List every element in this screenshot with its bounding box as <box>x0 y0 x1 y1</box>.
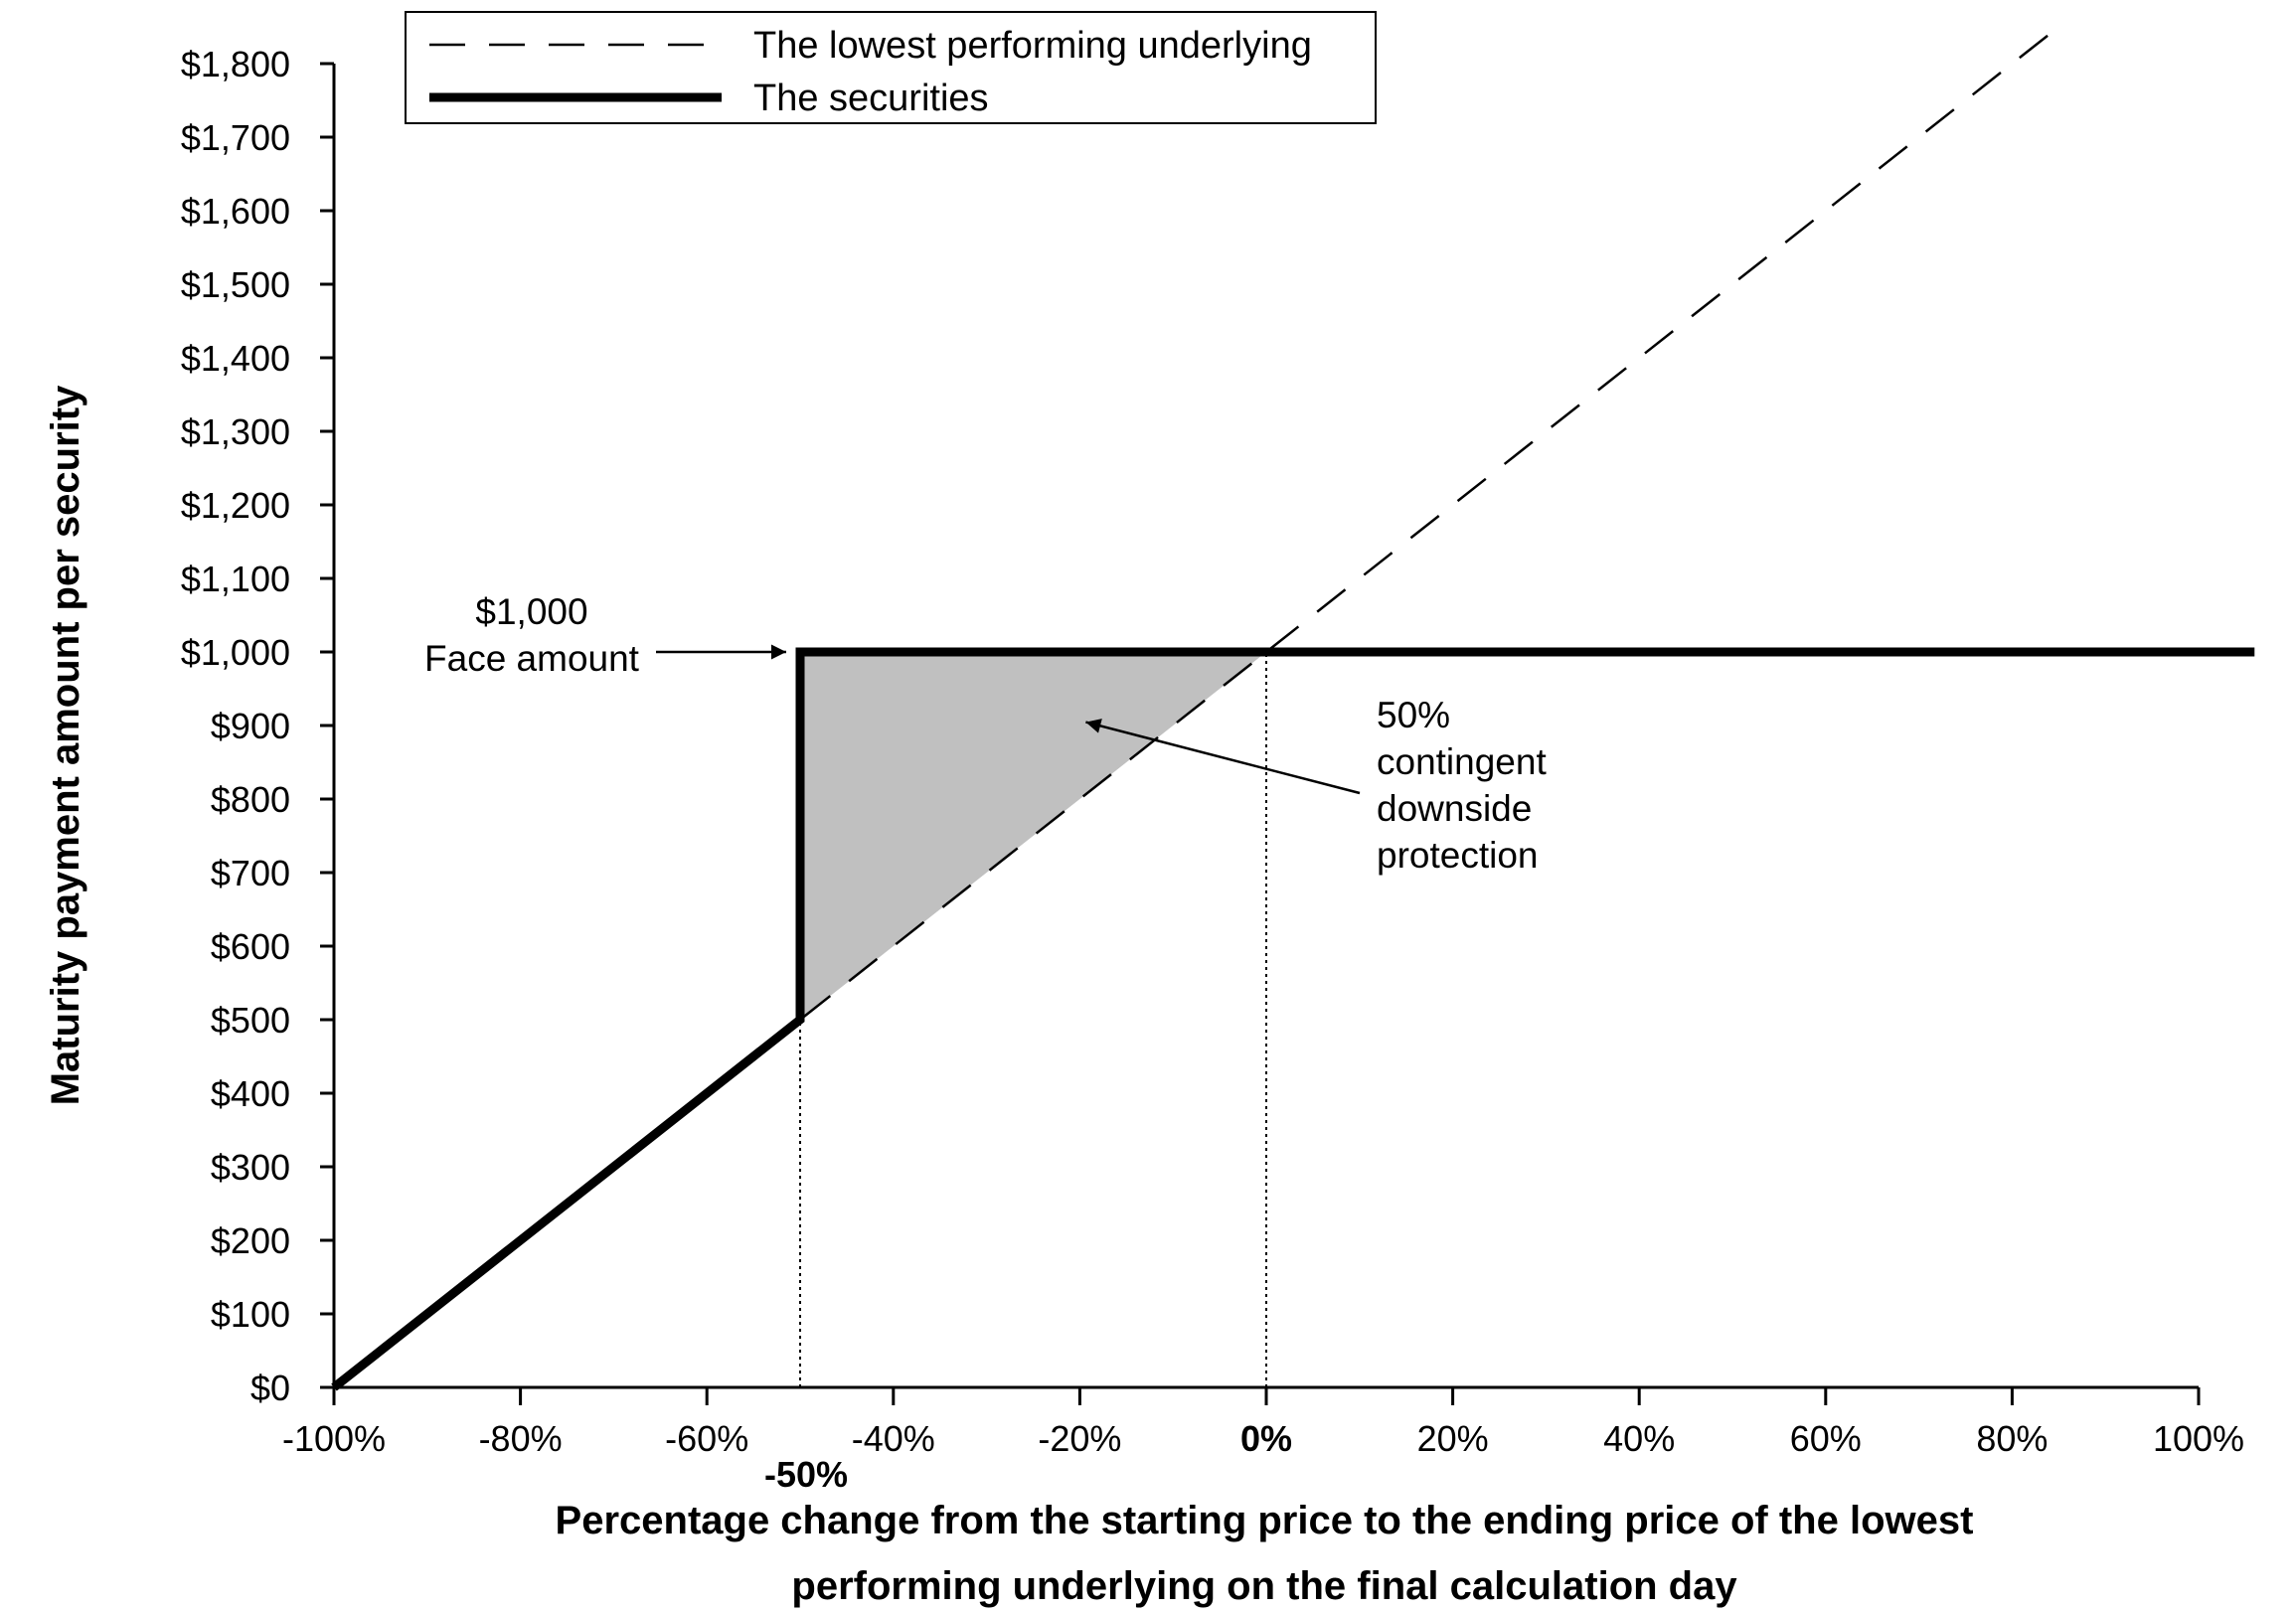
x-tick-label: -20% <box>1038 1418 1121 1459</box>
y-tick-label: $200 <box>211 1220 290 1261</box>
x-tick-label: -60% <box>665 1418 748 1459</box>
annotation-protection-line: downside <box>1377 788 1532 829</box>
y-tick-label: $0 <box>250 1368 290 1408</box>
annotation-protection-line: protection <box>1377 835 1539 876</box>
y-tick-label: $600 <box>211 926 290 967</box>
y-tick-label: $1,000 <box>181 632 290 673</box>
series-line-1 <box>331 647 2255 1391</box>
y-tick-label: $700 <box>211 853 290 893</box>
y-tick-label: $1,400 <box>181 338 290 379</box>
x-tick-label: -40% <box>852 1418 935 1459</box>
y-tick-label: $1,800 <box>181 44 290 84</box>
legend-label: The lowest performing underlying <box>753 25 1312 67</box>
annotation-face-amount-line: Face amount <box>424 638 640 679</box>
x-tick-label: 0% <box>1240 1418 1292 1459</box>
y-tick-label: $1,500 <box>181 264 290 305</box>
x-tick-label: 80% <box>1976 1418 2048 1459</box>
annotation-protection-line: contingent <box>1377 741 1547 782</box>
x-tick-label: 60% <box>1790 1418 1862 1459</box>
annotation-protection-line: 50% <box>1377 695 1450 735</box>
legend-box <box>405 11 1377 124</box>
y-tick-label: $1,100 <box>181 559 290 599</box>
y-tick-label: $300 <box>211 1147 290 1188</box>
y-tick-label: $1,700 <box>181 117 290 158</box>
y-tick-label: $1,300 <box>181 411 290 452</box>
annotation-face-amount-line: $1,000 <box>475 591 587 632</box>
x-tick-label: -80% <box>479 1418 563 1459</box>
legend-label: The securities <box>753 78 989 119</box>
y-tick-label: $1,200 <box>181 485 290 526</box>
y-tick-label: $900 <box>211 706 290 746</box>
y-axis-title: Maturity payment amount per security <box>44 385 87 1105</box>
y-tick-label: $500 <box>211 1000 290 1041</box>
annotation-arrow <box>1085 719 1361 795</box>
x-axis-title-line: performing underlying on the final calcu… <box>791 1564 1737 1608</box>
y-tick-label: $800 <box>211 779 290 820</box>
x-tick-label: -100% <box>282 1418 386 1459</box>
x-extra-tick-label: -50% <box>764 1454 848 1495</box>
y-tick-label: $1,600 <box>181 191 290 232</box>
x-tick-label: 40% <box>1603 1418 1675 1459</box>
y-tick-label: $400 <box>211 1073 290 1114</box>
y-tick-label: $100 <box>211 1294 290 1335</box>
x-tick-label: 20% <box>1417 1418 1489 1459</box>
x-axis-title-line: Percentage change from the starting pric… <box>556 1499 1974 1542</box>
x-tick-label: 100% <box>2153 1418 2244 1459</box>
